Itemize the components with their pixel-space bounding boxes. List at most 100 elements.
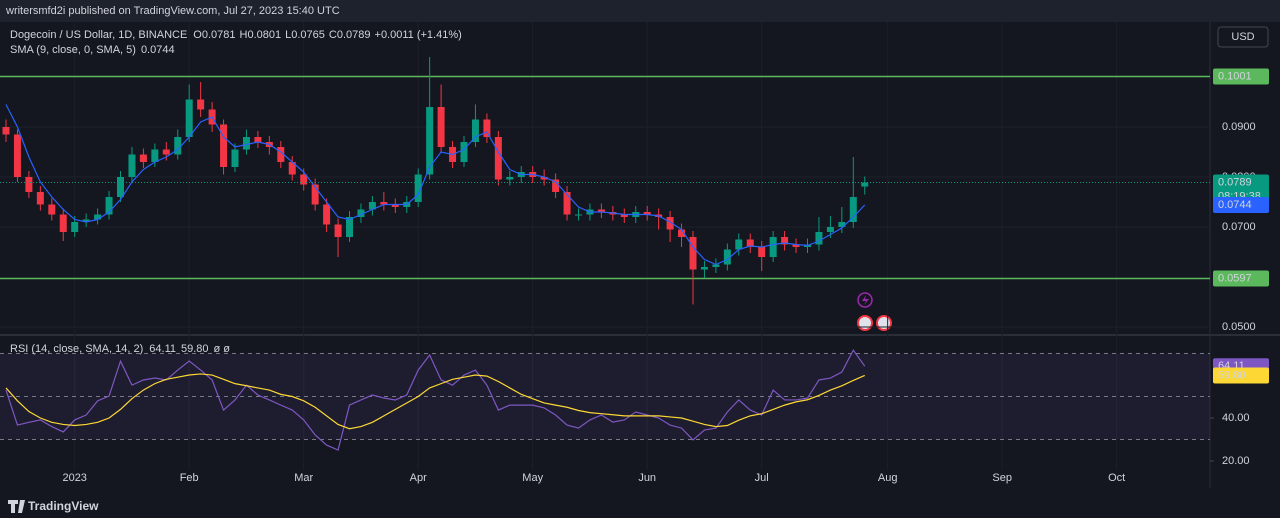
- candle-body: [563, 192, 571, 215]
- candle-body: [494, 137, 502, 180]
- legend-text: SMA (9, close, 0, SMA, 5): [10, 44, 136, 56]
- x-tick-label: 2023: [62, 472, 86, 484]
- candle-body: [139, 154, 147, 162]
- publish-info: writersmfd2i published on TradingView.co…: [5, 5, 340, 17]
- candle-body: [346, 217, 353, 237]
- candle-body: [323, 204, 331, 225]
- legend-text: O: [193, 29, 202, 41]
- y-tick-label: 20.00: [1222, 455, 1250, 467]
- legend-text: 0.0781: [202, 29, 236, 41]
- candle-body: [540, 177, 548, 180]
- candle-body: [82, 219, 90, 222]
- candle-body: [254, 137, 262, 142]
- candle-body: [59, 214, 67, 232]
- candle-body: [414, 174, 422, 202]
- candle-body: [231, 149, 239, 167]
- x-tick-label: Aug: [878, 472, 898, 484]
- y-tick-label: 0.0900: [1222, 121, 1256, 133]
- candle-body: [25, 177, 33, 192]
- candle-body: [460, 142, 468, 162]
- candle-body: [117, 177, 124, 197]
- sma-label-box: [1213, 197, 1269, 213]
- candle-body: [2, 127, 10, 135]
- x-tick-label: Feb: [180, 472, 199, 484]
- candle-body: [288, 162, 296, 175]
- legend-text: 0.0744: [141, 44, 175, 56]
- y-tick-label: 0.0500: [1222, 321, 1256, 333]
- candle-body: [700, 267, 708, 270]
- level-label-box: [1213, 270, 1269, 287]
- level-label: 0.0597: [1218, 272, 1252, 284]
- candle-body: [174, 137, 182, 155]
- candle-body: [94, 214, 102, 220]
- legend-text: 0.0801: [247, 29, 281, 41]
- legend-text: Dogecoin / US Dollar, 1D, BINANCE: [10, 29, 187, 41]
- candle-body: [368, 202, 376, 210]
- candle-body: [792, 244, 800, 247]
- candle-body: [575, 214, 582, 216]
- level-label: 0.1001: [1218, 70, 1252, 82]
- top-bar: [0, 0, 1280, 22]
- candle-body: [48, 204, 56, 215]
- candle-body: [71, 222, 79, 232]
- candle-body: [334, 224, 342, 237]
- candle-body: [13, 134, 21, 177]
- candle-body: [426, 107, 434, 175]
- rsi-ma-label-box: [1213, 367, 1269, 384]
- x-tick-label: Mar: [294, 472, 313, 484]
- legend-text: +0.0011 (+1.41%): [375, 29, 462, 41]
- candle-body: [471, 119, 479, 142]
- candle-body: [105, 197, 113, 215]
- candle-body: [620, 214, 628, 217]
- level-label-box: [1213, 68, 1269, 85]
- candle-body: [311, 184, 319, 205]
- x-tick-label: Sep: [992, 472, 1012, 484]
- candle-body: [36, 192, 44, 205]
- candle-body: [849, 197, 857, 222]
- candle-body: [151, 149, 159, 162]
- x-tick-label: Jul: [755, 472, 769, 484]
- candle-body: [746, 239, 754, 247]
- candle-body: [597, 209, 605, 212]
- sma-label: 0.0744: [1218, 199, 1252, 211]
- candle-body: [277, 147, 285, 162]
- candle-body: [643, 212, 651, 215]
- candle-body: [861, 182, 869, 187]
- candle-body: [678, 229, 686, 237]
- y-tick-label: 0.0700: [1222, 221, 1256, 233]
- candle-body: [781, 237, 789, 245]
- candle-body: [185, 99, 193, 137]
- legend-text: H: [240, 29, 248, 41]
- bottom-bar: [0, 490, 1280, 518]
- candle-body: [712, 264, 720, 267]
- x-tick-label: Oct: [1108, 472, 1125, 484]
- candle-body: [391, 204, 399, 207]
- currency-box[interactable]: [1217, 26, 1269, 48]
- candle-body: [838, 222, 846, 227]
- rsi-ma-label: 59.80: [1218, 369, 1246, 381]
- last-price-label: 0.0789: [1218, 176, 1252, 188]
- candle-body: [220, 124, 228, 167]
- currency[interactable]: USD: [1231, 31, 1254, 43]
- logo-text: TradingView: [28, 499, 99, 513]
- sma-line: [5, 104, 866, 266]
- candle-body: [162, 149, 170, 155]
- legend-text: L: [285, 29, 291, 41]
- legend-text: 0.0765: [291, 29, 325, 41]
- legend-text: 0.0789: [337, 29, 371, 41]
- candle-body: [723, 249, 731, 265]
- candle-body: [552, 179, 560, 192]
- x-tick-label: Jun: [638, 472, 656, 484]
- candle-body: [666, 217, 674, 230]
- candle-body: [826, 227, 834, 232]
- candle-body: [197, 99, 205, 110]
- candle-body: [689, 237, 697, 270]
- candle-body: [437, 107, 445, 147]
- legend-text: RSI (14, close, SMA, 14, 2): [10, 343, 143, 355]
- legend-text: ø ø: [214, 343, 231, 355]
- candle-body: [758, 247, 766, 257]
- x-tick-label: May: [522, 472, 543, 484]
- candle-body: [128, 154, 136, 177]
- candle-body: [815, 232, 823, 245]
